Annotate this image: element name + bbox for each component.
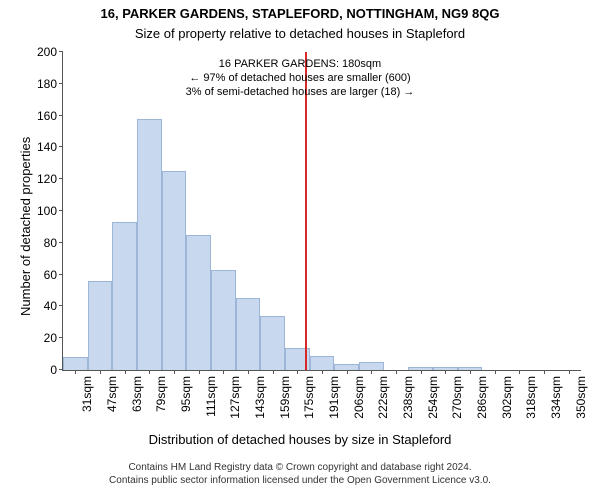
histogram-bar [211, 270, 236, 370]
histogram-bar [359, 362, 384, 370]
x-tick-label: 318sqm [524, 376, 538, 419]
chart-plot-area: 02040608010012014016018020031sqm47sqm63s… [62, 52, 581, 371]
footer-line-2: Contains public sector information licen… [0, 475, 600, 488]
x-tick-label: 159sqm [278, 376, 292, 419]
y-tick-label: 100 [37, 204, 63, 218]
x-tick-label: 143sqm [253, 376, 267, 419]
histogram-bar [137, 119, 162, 370]
histogram-bar [310, 356, 335, 370]
x-tick-label: 127sqm [228, 376, 242, 419]
y-tick-mark [59, 305, 63, 306]
x-tick-label: 47sqm [105, 376, 119, 412]
histogram-bar [186, 235, 211, 370]
y-tick-label: 60 [44, 268, 63, 282]
annotation-box: 16 PARKER GARDENS: 180sqm← 97% of detach… [150, 58, 450, 99]
y-tick-label: 20 [44, 331, 63, 345]
x-tick-mark [470, 370, 471, 374]
y-tick-label: 80 [44, 236, 63, 250]
x-tick-label: 79sqm [154, 376, 168, 412]
x-tick-mark [421, 370, 422, 374]
reference-line [305, 52, 307, 370]
x-tick-label: 238sqm [401, 376, 415, 419]
x-tick-mark [273, 370, 274, 374]
footer-attribution: Contains HM Land Registry data © Crown c… [0, 462, 600, 487]
x-tick-label: 254sqm [426, 376, 440, 419]
histogram-bar [260, 316, 285, 370]
page-title: 16, PARKER GARDENS, STAPLEFORD, NOTTINGH… [0, 6, 600, 21]
y-tick-mark [59, 83, 63, 84]
x-tick-label: 95sqm [179, 376, 193, 412]
y-tick-label: 0 [50, 363, 63, 377]
y-tick-label: 160 [37, 109, 63, 123]
x-tick-mark [396, 370, 397, 374]
x-tick-label: 175sqm [302, 376, 316, 419]
x-tick-mark [519, 370, 520, 374]
y-tick-mark [59, 115, 63, 116]
y-axis-label: Number of detached properties [18, 137, 33, 316]
x-tick-label: 31sqm [80, 376, 94, 412]
x-tick-label: 206sqm [352, 376, 366, 419]
histogram-bar [63, 357, 88, 370]
x-tick-label: 270sqm [450, 376, 464, 419]
histogram-bar [88, 281, 113, 370]
annot-line-1: 16 PARKER GARDENS: 180sqm [150, 58, 450, 72]
x-tick-mark [544, 370, 545, 374]
x-tick-mark [297, 370, 298, 374]
x-tick-mark [199, 370, 200, 374]
y-tick-label: 40 [44, 299, 63, 313]
y-tick-mark [59, 242, 63, 243]
x-tick-label: 191sqm [327, 376, 341, 419]
x-tick-mark [125, 370, 126, 374]
y-tick-mark [59, 210, 63, 211]
annot-line-3: 3% of semi-detached houses are larger (1… [150, 86, 450, 100]
x-tick-mark [149, 370, 150, 374]
y-tick-mark [59, 337, 63, 338]
x-tick-label: 350sqm [574, 376, 588, 419]
y-tick-label: 200 [37, 45, 63, 59]
x-tick-label: 334sqm [549, 376, 563, 419]
x-tick-mark [495, 370, 496, 374]
y-tick-mark [59, 178, 63, 179]
y-tick-mark [59, 274, 63, 275]
x-tick-mark [569, 370, 570, 374]
histogram-bar [236, 298, 261, 370]
subtitle: Size of property relative to detached ho… [0, 26, 600, 41]
histogram-bar [112, 222, 137, 370]
y-tick-label: 120 [37, 172, 63, 186]
x-tick-mark [223, 370, 224, 374]
x-tick-mark [75, 370, 76, 374]
x-tick-label: 63sqm [130, 376, 144, 412]
x-tick-label: 111sqm [204, 376, 218, 417]
x-tick-mark [322, 370, 323, 374]
footer-line-1: Contains HM Land Registry data © Crown c… [0, 462, 600, 475]
x-tick-label: 222sqm [376, 376, 390, 419]
histogram-bar [162, 171, 187, 370]
x-tick-mark [100, 370, 101, 374]
x-tick-mark [248, 370, 249, 374]
y-tick-label: 180 [37, 77, 63, 91]
x-tick-label: 286sqm [475, 376, 489, 419]
x-tick-mark [445, 370, 446, 374]
x-tick-mark [371, 370, 372, 374]
x-tick-mark [347, 370, 348, 374]
y-tick-label: 140 [37, 140, 63, 154]
x-tick-mark [174, 370, 175, 374]
x-axis-label: Distribution of detached houses by size … [0, 432, 600, 447]
y-tick-mark [59, 51, 63, 52]
annot-line-2: ← 97% of detached houses are smaller (60… [150, 72, 450, 86]
x-tick-label: 302sqm [500, 376, 514, 419]
y-tick-mark [59, 146, 63, 147]
